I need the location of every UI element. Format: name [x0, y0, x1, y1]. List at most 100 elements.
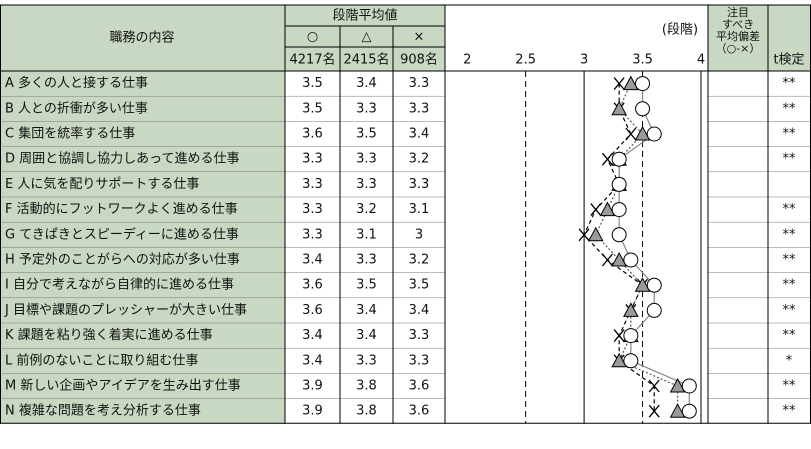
ttest: **	[783, 303, 797, 318]
marker-triangle	[611, 100, 628, 116]
row-label: N 複雑な問題を考え分析する仕事	[5, 403, 201, 419]
marker-circle	[623, 328, 639, 344]
x-tick-label: 3.5	[632, 53, 653, 68]
marker-cross	[601, 152, 613, 166]
header-deviation: すべき	[722, 18, 754, 31]
row-label: A 多くの人と接する仕事	[5, 75, 148, 91]
cell-value: 3.6	[302, 303, 323, 318]
row-label: L 前例のないことに取り組む仕事	[5, 352, 198, 368]
cell-value: 3.3	[302, 227, 323, 242]
row-label: I 自分で考えながら自律的に進める仕事	[5, 277, 234, 293]
cell-value: 3.3	[356, 101, 377, 116]
ttest: **	[783, 253, 797, 268]
cell-value: 3.5	[302, 76, 323, 91]
cell-value: 3.3	[356, 353, 377, 368]
ttest: **	[783, 152, 797, 167]
header-symbol: ×	[414, 30, 425, 45]
cell-value: 3.4	[302, 328, 323, 343]
marker-triangle	[611, 352, 628, 368]
row-label: K 課題を粘り強く着実に進める仕事	[5, 327, 213, 343]
header-avg: 段階平均値	[332, 8, 397, 24]
cell-value: 3.3	[356, 253, 377, 268]
marker-circle	[611, 202, 627, 218]
x-tick-label: 2.5	[515, 53, 536, 68]
marker-triangle	[634, 277, 651, 292]
header-deviation: 注目	[727, 5, 749, 19]
cell-value: 3.5	[356, 127, 377, 142]
cell-value: 3.6	[409, 404, 430, 419]
marker-cross	[613, 329, 625, 343]
cell-value: 3.4	[409, 303, 430, 318]
marker-circle	[611, 151, 627, 167]
marker-circle	[646, 126, 662, 142]
cell-value: 3.3	[356, 152, 377, 167]
header-count: 4217名	[289, 52, 335, 68]
cell-value: 3.4	[409, 127, 430, 142]
row-label: B 人との折衝が多い仕事	[5, 100, 148, 116]
ttest: **	[783, 328, 797, 343]
cell-value: 3.3	[356, 177, 377, 192]
cell-value: 3.3	[302, 177, 323, 192]
cell-value: 3.5	[356, 278, 377, 293]
header-unit: (段階)	[662, 23, 698, 38]
header-bg	[0, 5, 445, 71]
row-label: H 予定外のことがらへの対応が多い仕事	[5, 252, 240, 268]
cell-value: 3.2	[409, 152, 430, 167]
x-tick-label: 4	[697, 53, 705, 68]
cell-value: 3.4	[356, 303, 377, 318]
header-ttest: t検定	[773, 53, 804, 68]
marker-cross	[625, 127, 637, 141]
marker-circle	[623, 353, 639, 369]
marker-triangle	[611, 251, 628, 267]
row-label: C 集団を統率する仕事	[5, 126, 135, 142]
marker-triangle	[623, 75, 639, 91]
marker-circle	[635, 76, 651, 92]
cell-value: 3.4	[356, 76, 377, 91]
row-label: F 活動的にフットワークよく進める仕事	[5, 201, 238, 217]
x-tick-label: 2	[463, 53, 471, 68]
cell-value: 3.3	[409, 101, 430, 116]
marker-circle	[623, 252, 639, 268]
cell-value: 3.8	[356, 379, 377, 394]
marker-cross	[648, 404, 660, 418]
cell-value: 3.3	[409, 177, 430, 192]
ttest: **	[783, 278, 797, 293]
cell-value: 3.8	[356, 404, 377, 419]
ttest: **	[783, 202, 797, 217]
cell-value: 3.3	[302, 152, 323, 167]
cell-value: 3.1	[356, 227, 377, 242]
marker-triangle	[669, 403, 686, 418]
cell-value: 3.6	[302, 278, 323, 293]
marker-triangle	[587, 226, 604, 242]
marker-circle	[611, 176, 627, 192]
cell-value: 3.2	[409, 253, 430, 268]
ttest: **	[783, 101, 797, 116]
header-count: 2415名	[343, 52, 389, 68]
marker-cross	[578, 228, 590, 242]
marker-triangle	[669, 377, 686, 393]
cell-value: 3	[415, 227, 423, 242]
cell-value: 3.5	[409, 278, 430, 293]
marker-triangle	[623, 302, 639, 317]
cell-value: 3.4	[356, 328, 377, 343]
header-deviation: 平均偏差	[716, 29, 760, 43]
ttest: **	[783, 227, 797, 242]
row-label: M 新しい企画やアイデアを生み出す仕事	[5, 378, 241, 394]
cell-value: 3.3	[409, 328, 430, 343]
cell-value: 3.3	[409, 353, 430, 368]
cell-value: 3.1	[409, 202, 430, 217]
cell-value: 3.9	[302, 404, 323, 419]
cell-value: 3.6	[302, 127, 323, 142]
row-label: D 周囲と協調し協力しあって進める仕事	[5, 152, 240, 167]
marker-cross	[648, 379, 660, 393]
marker-cross	[613, 77, 625, 91]
header-count: 908名	[400, 52, 438, 68]
marker-circle	[646, 302, 662, 318]
cell-value: 3.4	[302, 253, 323, 268]
ttest: *	[786, 353, 793, 368]
marker-cross	[590, 203, 602, 217]
marker-circle	[646, 277, 662, 293]
cell-value: 3.2	[356, 202, 377, 217]
row-label: G てきぱきとスピーディーに進める仕事	[5, 226, 239, 242]
